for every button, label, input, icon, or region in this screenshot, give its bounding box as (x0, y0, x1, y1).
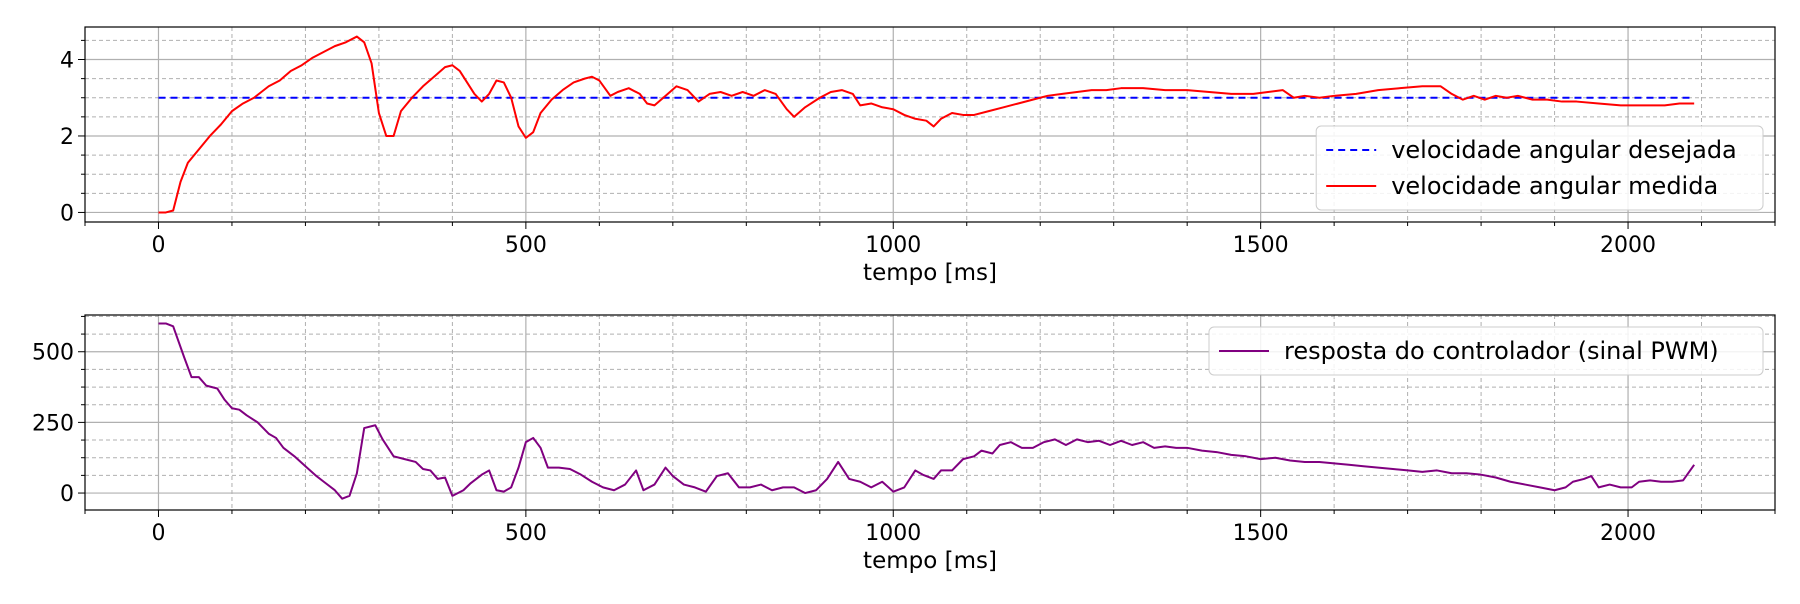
x-tick-label: 1000 (865, 233, 921, 258)
legend: velocidade angular desejada velocidade an… (1315, 125, 1764, 211)
y-tick-label: 0 (60, 201, 74, 226)
x-tick-label: 2000 (1600, 521, 1656, 546)
series-line-0 (158, 322, 1695, 500)
x-tick-label: 500 (505, 521, 547, 546)
x-tick-label: 1500 (1233, 233, 1289, 258)
y-tick-label: 250 (32, 411, 74, 436)
x-axis-label: tempo [ms] (863, 548, 997, 574)
series-group (158, 322, 1695, 500)
series-group (158, 35, 1695, 214)
axes-frame (84, 314, 1776, 511)
y-tick-label: 500 (32, 341, 74, 366)
series-line-1 (158, 35, 1695, 214)
bottom-chart: 0 500 1000 1500 2000 0 250 500 tempo [ms] respost… (32, 314, 1776, 574)
x-tick-label: 500 (505, 233, 547, 258)
ticks (78, 39, 1776, 229)
legend-label-0: velocidade angular desejada (1391, 136, 1737, 164)
axes-frame (84, 26, 1776, 223)
x-tick-label: 0 (151, 233, 165, 258)
x-tick-label: 0 (151, 521, 165, 546)
legend: resposta do controlador (sinal PWM) (1208, 326, 1764, 376)
x-tick-label: 2000 (1600, 233, 1656, 258)
x-axis-label: tempo [ms] (863, 260, 997, 286)
legend-box (1315, 125, 1764, 211)
y-tick-label: 2 (60, 125, 74, 150)
y-tick-label: 4 (60, 49, 74, 74)
y-tick-label: 0 (60, 482, 74, 507)
x-tick-label: 1500 (1233, 521, 1289, 546)
legend-box (1208, 326, 1764, 376)
legend-label-0: resposta do controlador (sinal PWM) (1284, 337, 1719, 365)
x-tick-label: 1000 (865, 521, 921, 546)
ticks (78, 315, 1776, 517)
top-chart: 0 500 1000 1500 2000 0 2 4 tempo [ms] velocidade … (60, 26, 1776, 286)
legend-label-1: velocidade angular medida (1391, 172, 1718, 200)
